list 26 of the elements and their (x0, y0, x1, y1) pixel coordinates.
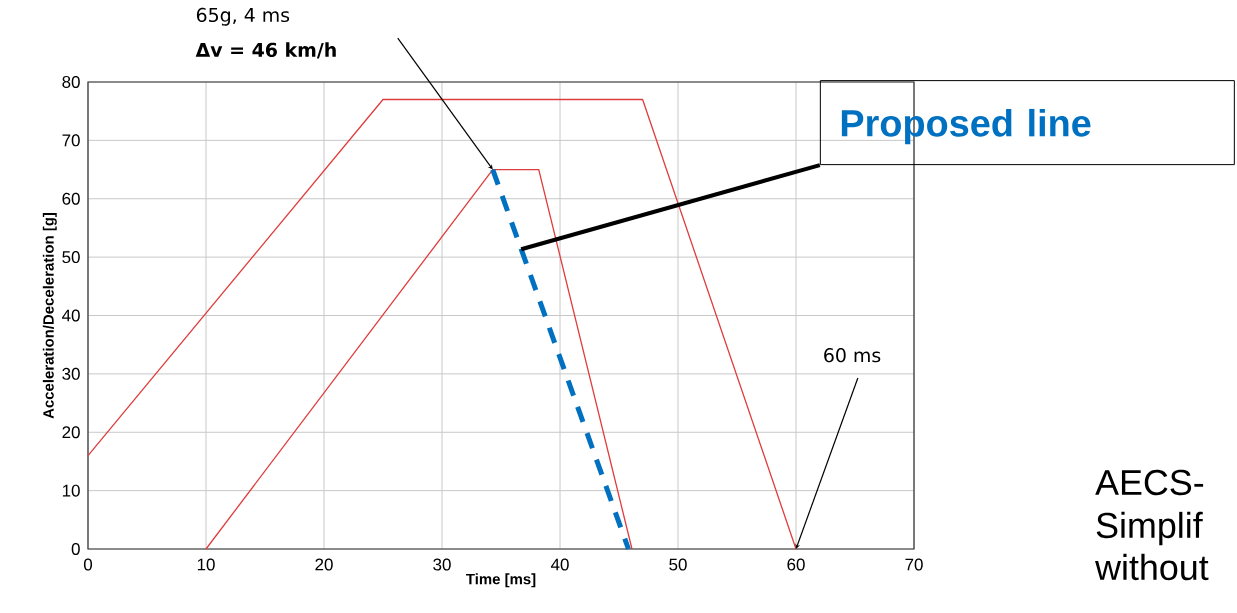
annotation: 60 ms (824, 348, 881, 363)
text: 65g, 4 ms (196, 7, 290, 26)
y-tick-label: 0 (71, 543, 80, 555)
x-tick-label: 30 (433, 558, 451, 571)
y-tick-label: 80 (62, 76, 80, 88)
x-tick-label: 70 (905, 558, 923, 571)
y-tick-label: 70 (62, 134, 80, 147)
x-tick-label: 20 (315, 558, 333, 571)
text: without (1095, 553, 1209, 581)
x-tick-label: 0 (83, 558, 93, 571)
y-tick-label: 30 (62, 367, 80, 380)
x-tick-label: 60 (787, 558, 805, 571)
text: Simplif (1096, 511, 1203, 546)
y-tick-label: 50 (62, 251, 80, 264)
x-axis-title: Time [ms] (466, 573, 536, 588)
y-axis-title: Acceleration/Deceleration [g] (42, 212, 57, 419)
y-tick-label: 10 (62, 484, 80, 497)
y-tick-label: 20 (62, 426, 80, 439)
y-tick-label: 40 (62, 309, 80, 322)
x-tick-label: 10 (197, 558, 215, 571)
x-tick-label: 50 (669, 558, 687, 571)
text: Δv = 46 km/h (195, 42, 336, 59)
y-tick-label: 60 (62, 192, 80, 205)
text: AECS- (1095, 469, 1204, 496)
x-tick-label: 40 (550, 558, 569, 571)
text: Proposed line (841, 108, 1091, 145)
